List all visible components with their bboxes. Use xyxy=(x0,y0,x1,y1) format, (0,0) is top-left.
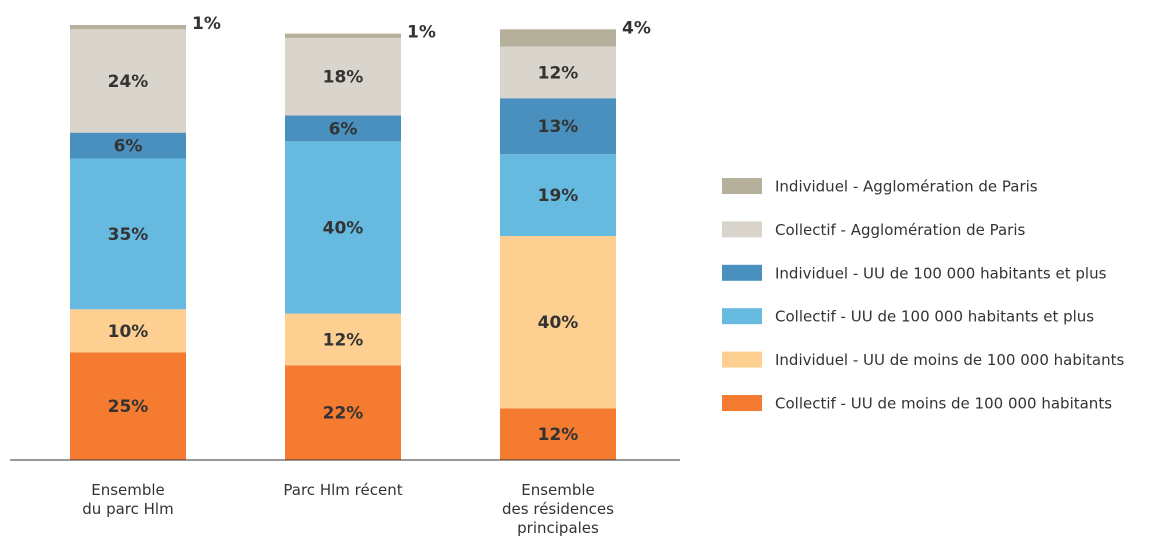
legend-label: Individuel - Agglomération de Paris xyxy=(775,178,1038,196)
bar-segment xyxy=(70,158,186,310)
bar-segment xyxy=(500,46,616,99)
legend-swatch xyxy=(722,178,762,194)
data-label: 35% xyxy=(108,225,149,245)
data-label: 12% xyxy=(538,63,579,83)
legend-swatch xyxy=(722,395,762,411)
bar-segment xyxy=(70,352,186,460)
data-label: 4% xyxy=(622,18,651,38)
bar-segment xyxy=(285,33,401,38)
bar-segment xyxy=(500,29,616,47)
data-label: 6% xyxy=(329,119,358,139)
data-label: 24% xyxy=(108,72,149,92)
bar-segment xyxy=(70,309,186,353)
data-label: 1% xyxy=(192,14,221,34)
data-label: 10% xyxy=(108,322,149,342)
x-tick-label: Ensemble des résidences principales xyxy=(502,481,614,537)
bar-segment xyxy=(500,236,616,409)
legend-label: Individuel - UU de moins de 100 000 habi… xyxy=(775,351,1124,369)
legend-label: Collectif - UU de 100 000 habitants et p… xyxy=(775,308,1094,326)
legend-swatch xyxy=(722,351,762,368)
legend-swatch xyxy=(722,221,762,238)
bar-segment xyxy=(285,115,401,142)
data-label: 40% xyxy=(323,218,364,238)
bar-segment xyxy=(285,365,401,460)
bar-segment xyxy=(70,29,186,133)
data-label: 12% xyxy=(323,330,364,350)
legend-label: Collectif - UU de moins de 100 000 habit… xyxy=(775,395,1112,413)
bar-segment xyxy=(70,132,186,159)
legend-label: Individuel - UU de 100 000 habitants et … xyxy=(775,264,1107,282)
data-label: 19% xyxy=(538,186,579,206)
data-label: 40% xyxy=(538,313,579,333)
data-label: 1% xyxy=(407,23,436,43)
data-label: 22% xyxy=(323,404,364,424)
legend-swatch xyxy=(722,264,762,281)
bar-segment xyxy=(500,98,616,155)
bar-segment xyxy=(500,408,616,460)
data-label: 13% xyxy=(538,117,579,137)
legend-swatch xyxy=(722,308,762,325)
data-label: 18% xyxy=(323,68,364,88)
x-tick-label: Ensemble du parc Hlm xyxy=(82,481,174,518)
data-label: 25% xyxy=(108,397,149,417)
bar-segment xyxy=(285,37,401,116)
bar-segment xyxy=(285,141,401,314)
bar-segment xyxy=(285,313,401,366)
x-tick-label: Parc Hlm récent xyxy=(283,481,403,499)
data-label: 12% xyxy=(538,425,579,445)
bar-segment xyxy=(70,25,186,30)
legend-label: Collectif - Agglomération de Paris xyxy=(775,221,1026,239)
bar-segment xyxy=(500,154,616,237)
data-label: 6% xyxy=(114,137,143,157)
